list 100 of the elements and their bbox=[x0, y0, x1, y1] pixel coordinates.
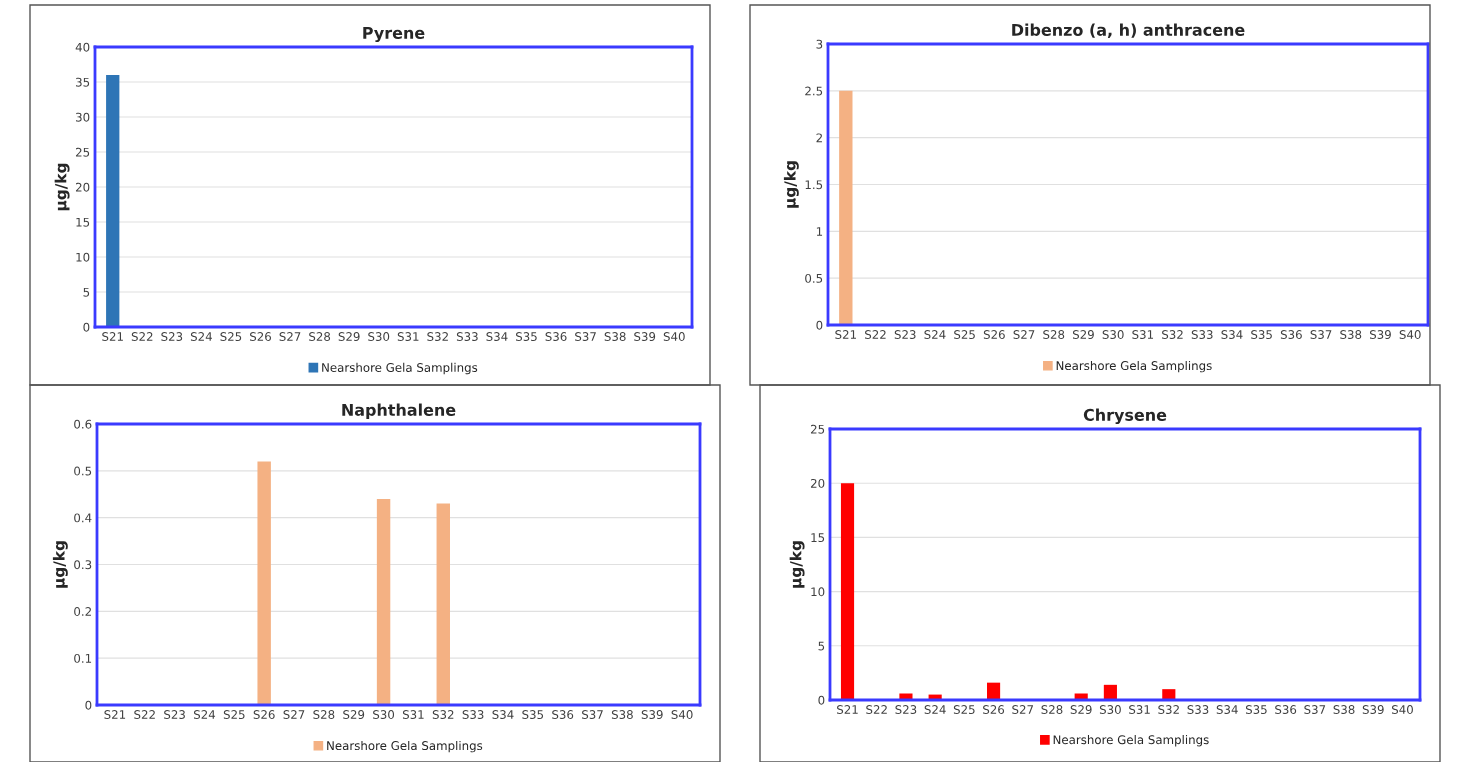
x-tick-label: S27 bbox=[283, 710, 305, 719]
y-tick-label: 0 bbox=[85, 700, 92, 710]
y-tick-label: 1 bbox=[816, 227, 823, 236]
x-tick-label: S24 bbox=[193, 710, 216, 719]
x-tick-label: S34 bbox=[1221, 330, 1243, 339]
x-tick-label: S36 bbox=[545, 332, 567, 341]
bar bbox=[1162, 689, 1176, 700]
x-tick-label: S30 bbox=[1102, 330, 1124, 339]
x-tick-label: S26 bbox=[983, 705, 1005, 714]
legend-label: Nearshore Gela Samplings bbox=[327, 740, 483, 753]
x-tick-label: S22 bbox=[131, 332, 153, 341]
x-tick-label: S39 bbox=[641, 710, 663, 719]
y-axis-title: µg/kg bbox=[54, 163, 70, 211]
x-tick-label: S21 bbox=[837, 705, 858, 714]
x-tick-label: S32 bbox=[432, 710, 454, 719]
y-tick-label: 10 bbox=[811, 587, 825, 597]
x-tick-label: S37 bbox=[582, 710, 603, 719]
legend-label: Nearshore Gela Samplings bbox=[322, 362, 478, 375]
y-tick-label: 0.5 bbox=[805, 273, 823, 283]
y-tick-label: 0.3 bbox=[74, 560, 92, 570]
x-tick-label: S30 bbox=[373, 710, 395, 719]
y-tick-label: 30 bbox=[76, 112, 90, 122]
y-tick-label: 5 bbox=[83, 287, 90, 297]
chart-title: Dibenzo (a, h) anthracene bbox=[1012, 23, 1245, 38]
x-tick-label: S35 bbox=[1251, 330, 1272, 339]
y-tick-label: 3 bbox=[816, 39, 823, 49]
x-tick-label: S26 bbox=[250, 332, 272, 341]
x-tick-label: S35 bbox=[1245, 705, 1267, 714]
x-tick-label: S36 bbox=[1280, 330, 1302, 339]
x-tick-label: S29 bbox=[1072, 330, 1094, 339]
y-tick-label: 20 bbox=[75, 182, 90, 192]
x-tick-label: S37 bbox=[575, 332, 596, 341]
x-tick-label: S36 bbox=[1275, 705, 1297, 714]
x-tick-label: S34 bbox=[492, 710, 514, 719]
x-tick-label: S31 bbox=[397, 332, 419, 341]
x-tick-label: S35 bbox=[516, 332, 537, 341]
y-tick-label: 0.1 bbox=[74, 653, 92, 663]
x-tick-label: S28 bbox=[1043, 330, 1065, 339]
x-tick-label: S33 bbox=[1191, 330, 1213, 339]
x-tick-label: S32 bbox=[1158, 705, 1179, 714]
x-tick-label: S25 bbox=[223, 710, 245, 719]
bar bbox=[899, 693, 913, 700]
x-tick-label: S28 bbox=[309, 332, 331, 341]
chart-title: Naphthalene bbox=[342, 403, 456, 419]
bar bbox=[1103, 684, 1117, 700]
x-tick-label: S29 bbox=[338, 332, 360, 341]
y-tick-label: 1.5 bbox=[805, 180, 823, 190]
x-tick-label: S28 bbox=[1041, 705, 1063, 714]
x-tick-label: S24 bbox=[924, 705, 946, 714]
x-tick-label: S25 bbox=[220, 332, 242, 341]
bar bbox=[1074, 693, 1088, 700]
x-tick-label: S23 bbox=[894, 330, 916, 339]
x-tick-label: S40 bbox=[671, 710, 693, 719]
bar bbox=[257, 461, 271, 705]
x-tick-label: S32 bbox=[427, 332, 448, 341]
chart-title: Chrysene bbox=[1083, 408, 1167, 425]
x-tick-label: S29 bbox=[1070, 705, 1092, 714]
x-tick-label: S38 bbox=[611, 710, 633, 719]
x-tick-label: S27 bbox=[1013, 330, 1035, 339]
x-tick-label: S25 bbox=[954, 330, 975, 339]
x-tick-label: S39 bbox=[634, 332, 656, 341]
x-tick-label: S33 bbox=[462, 710, 484, 719]
bar bbox=[840, 483, 855, 700]
x-tick-label: S30 bbox=[1099, 705, 1121, 714]
x-tick-label: S28 bbox=[313, 710, 335, 719]
x-tick-label: S23 bbox=[161, 332, 183, 341]
x-tick-label: S39 bbox=[1362, 705, 1384, 714]
x-tick-label: S26 bbox=[983, 330, 1005, 339]
y-tick-label: 2.5 bbox=[805, 86, 823, 96]
legend-label: Nearshore Gela Samplings bbox=[1053, 735, 1209, 747]
x-tick-label: S23 bbox=[164, 710, 185, 719]
x-tick-label: S40 bbox=[1399, 330, 1421, 339]
y-axis-title: µg/kg bbox=[52, 541, 68, 588]
x-tick-label: S24 bbox=[924, 330, 946, 339]
x-tick-label: S33 bbox=[1187, 705, 1209, 714]
x-tick-label: S34 bbox=[486, 332, 508, 341]
y-axis-title: µg/kg bbox=[783, 161, 799, 208]
x-tick-label: S29 bbox=[343, 710, 365, 719]
y-tick-label: 35 bbox=[76, 77, 90, 87]
x-tick-label: S27 bbox=[1012, 705, 1034, 714]
x-tick-label: S22 bbox=[134, 710, 155, 719]
x-tick-label: S31 bbox=[402, 710, 424, 719]
x-tick-label: S36 bbox=[552, 710, 574, 719]
y-tick-label: 2 bbox=[816, 133, 822, 143]
x-tick-label: S40 bbox=[1391, 705, 1413, 714]
y-tick-label: 0.4 bbox=[74, 513, 92, 523]
x-tick-label: S21 bbox=[104, 710, 126, 719]
x-tick-label: S34 bbox=[1216, 705, 1238, 714]
y-tick-label: 10 bbox=[76, 252, 90, 262]
x-tick-label: S40 bbox=[663, 332, 685, 341]
x-tick-label: S23 bbox=[895, 705, 917, 714]
x-tick-label: S30 bbox=[368, 332, 390, 341]
x-tick-label: S22 bbox=[866, 705, 887, 714]
y-axis-title: µg/kg bbox=[789, 541, 805, 588]
y-tick-label: 0 bbox=[816, 320, 823, 330]
x-tick-label: S37 bbox=[1310, 330, 1332, 339]
x-tick-label: S33 bbox=[456, 332, 478, 341]
x-tick-label: S31 bbox=[1132, 330, 1154, 339]
x-tick-label: S26 bbox=[253, 710, 275, 719]
y-tick-label: 0.2 bbox=[74, 607, 91, 616]
